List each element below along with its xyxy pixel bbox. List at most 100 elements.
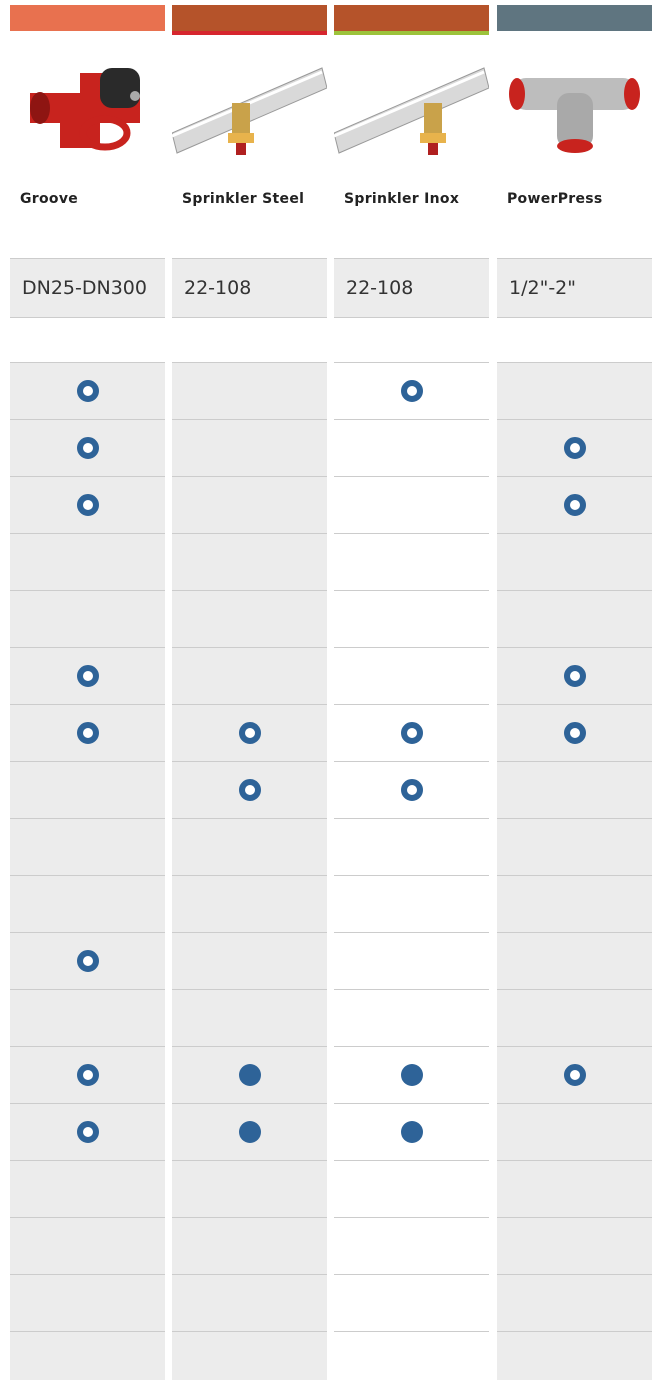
ring-icon (564, 437, 586, 459)
feature-row (497, 419, 652, 476)
feature-row (10, 1331, 165, 1388)
feature-row (172, 1103, 327, 1160)
ring-icon (564, 494, 586, 516)
feature-row (10, 476, 165, 533)
feature-row (10, 1217, 165, 1274)
product-size-range: 1/2"-2" (497, 258, 652, 318)
color-bar (334, 5, 489, 31)
product-image (172, 48, 327, 162)
product-name: PowerPress (507, 190, 647, 208)
feature-row (334, 1160, 489, 1217)
feature-row (497, 989, 652, 1046)
feature-row (172, 818, 327, 875)
feature-row (172, 533, 327, 590)
product-size-range: DN25-DN300 (10, 258, 165, 318)
ring-icon (77, 950, 99, 972)
product-name: Groove (20, 190, 160, 208)
feature-row (497, 818, 652, 875)
feature-row (172, 1331, 327, 1388)
feature-row (10, 419, 165, 476)
ring-icon (77, 494, 99, 516)
feature-row (497, 533, 652, 590)
feature-rows (172, 362, 327, 1380)
product-name: Sprinkler Inox (344, 190, 484, 208)
feature-row (10, 875, 165, 932)
feature-row (497, 875, 652, 932)
product-size-range: 22-108 (172, 258, 327, 318)
ring-icon (77, 1121, 99, 1143)
ring-icon (239, 722, 261, 744)
feature-row (497, 1217, 652, 1274)
feature-row (10, 932, 165, 989)
feature-row (172, 362, 327, 419)
dot-icon (239, 1064, 261, 1086)
feature-row (172, 704, 327, 761)
feature-row (10, 989, 165, 1046)
feature-row (334, 989, 489, 1046)
color-bar (10, 5, 165, 31)
feature-row (334, 590, 489, 647)
feature-rows (497, 362, 652, 1380)
feature-row (334, 761, 489, 818)
feature-row (497, 1103, 652, 1160)
ring-icon (77, 437, 99, 459)
feature-row (172, 590, 327, 647)
feature-row (172, 419, 327, 476)
feature-row (334, 362, 489, 419)
ring-icon (564, 722, 586, 744)
feature-row (172, 1160, 327, 1217)
feature-row (172, 647, 327, 704)
feature-row (172, 1046, 327, 1103)
color-underline (334, 31, 489, 35)
feature-rows (334, 362, 489, 1380)
feature-row (10, 362, 165, 419)
feature-row (497, 647, 652, 704)
feature-row (334, 1103, 489, 1160)
feature-row (172, 875, 327, 932)
product-image (497, 48, 652, 162)
ring-icon (564, 665, 586, 687)
ring-icon (401, 722, 423, 744)
feature-rows (10, 362, 165, 1380)
ring-icon (77, 665, 99, 687)
feature-row (497, 1274, 652, 1331)
dot-icon (401, 1064, 423, 1086)
feature-row (497, 590, 652, 647)
feature-row (10, 761, 165, 818)
feature-row (10, 1160, 165, 1217)
feature-row (334, 419, 489, 476)
comparison-page: {"columns": [ {"name": "Groove", "spec":… (0, 0, 653, 1380)
ring-icon (77, 722, 99, 744)
feature-row (10, 1046, 165, 1103)
ring-icon (401, 779, 423, 801)
feature-row (334, 1331, 489, 1388)
ring-icon (564, 1064, 586, 1086)
feature-row (172, 1274, 327, 1331)
color-bar (172, 5, 327, 31)
feature-row (334, 1217, 489, 1274)
feature-row (10, 818, 165, 875)
color-bar (497, 5, 652, 31)
feature-row (334, 533, 489, 590)
product-size-range: 22-108 (334, 258, 489, 318)
feature-row (334, 875, 489, 932)
feature-row (497, 1046, 652, 1103)
feature-row (497, 1160, 652, 1217)
feature-row (10, 1274, 165, 1331)
feature-row (497, 1331, 652, 1388)
product-column: Sprinkler Inox 22-108 (334, 0, 489, 1380)
feature-row (172, 1217, 327, 1274)
ring-icon (77, 1064, 99, 1086)
feature-row (497, 704, 652, 761)
product-column: PowerPress 1/2"-2" (497, 0, 652, 1380)
product-image (334, 48, 489, 162)
feature-row (172, 761, 327, 818)
feature-row (497, 476, 652, 533)
ring-icon (401, 380, 423, 402)
feature-row (10, 533, 165, 590)
feature-row (497, 362, 652, 419)
ring-icon (77, 380, 99, 402)
feature-row (10, 704, 165, 761)
feature-row (334, 932, 489, 989)
